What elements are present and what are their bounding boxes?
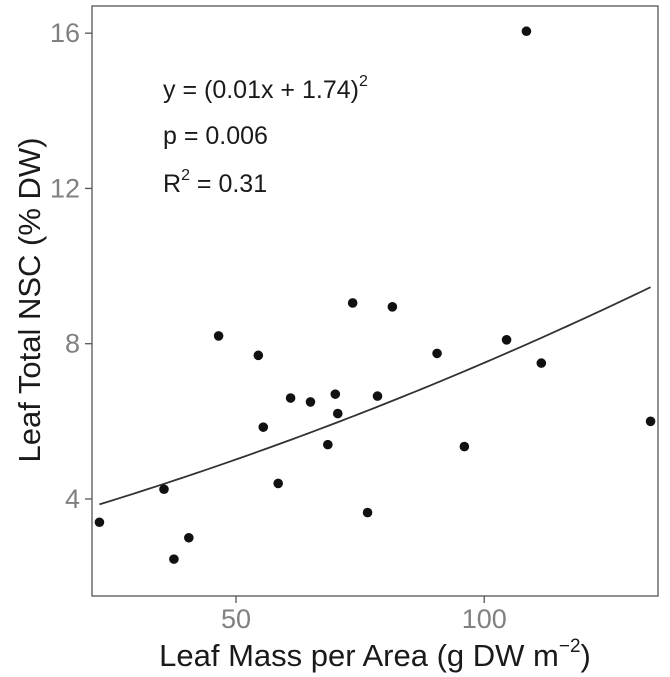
x-tick-label-0: 50 [221, 604, 251, 634]
data-point-12 [332, 408, 343, 419]
fit-curve [99, 286, 651, 506]
data-point-15 [372, 391, 383, 401]
data-point-10 [323, 439, 333, 450]
data-points [94, 26, 656, 564]
data-point-21 [536, 358, 547, 368]
data-point-3 [184, 532, 194, 543]
data-point-17 [432, 348, 442, 359]
data-point-20 [521, 26, 532, 37]
axis-ticks [85, 32, 485, 603]
x-axis-title: Leaf Mass per Area (g DW m−2) [159, 636, 591, 673]
data-point-8 [285, 393, 296, 403]
y-axis-title: Leaf Total NSC (% DW) [12, 137, 47, 462]
data-point-6 [258, 422, 269, 432]
data-point-22 [645, 416, 656, 427]
data-point-19 [501, 335, 512, 345]
fit-p-value: p = 0.006 [163, 122, 268, 150]
y-tick-label-2: 12 [50, 173, 80, 203]
fit-r-squared: R2 = 0.31 [163, 167, 267, 198]
data-point-13 [347, 298, 358, 308]
y-tick-label-0: 4 [65, 484, 80, 514]
y-tick-label-1: 8 [65, 329, 80, 359]
data-point-0 [94, 517, 105, 528]
data-point-9 [305, 397, 316, 407]
data-point-2 [169, 554, 179, 564]
data-point-18 [459, 441, 470, 452]
data-point-7 [273, 478, 283, 489]
data-point-5 [253, 350, 264, 361]
data-point-4 [213, 331, 224, 341]
fit-annotation: y = (0.01x + 1.74)2 p = 0.006 R2 = 0.31 [163, 73, 368, 198]
fit-equation: y = (0.01x + 1.74)2 [163, 73, 368, 104]
data-point-1 [159, 484, 169, 495]
data-point-16 [387, 302, 398, 312]
axis-tick-labels: 4 8 12 16 50 100 [50, 18, 507, 634]
y-tick-label-3: 16 [50, 18, 80, 48]
plot-panel [91, 5, 659, 597]
data-point-11 [330, 389, 341, 399]
data-point-14 [362, 507, 373, 518]
x-tick-label-1: 100 [462, 604, 507, 634]
